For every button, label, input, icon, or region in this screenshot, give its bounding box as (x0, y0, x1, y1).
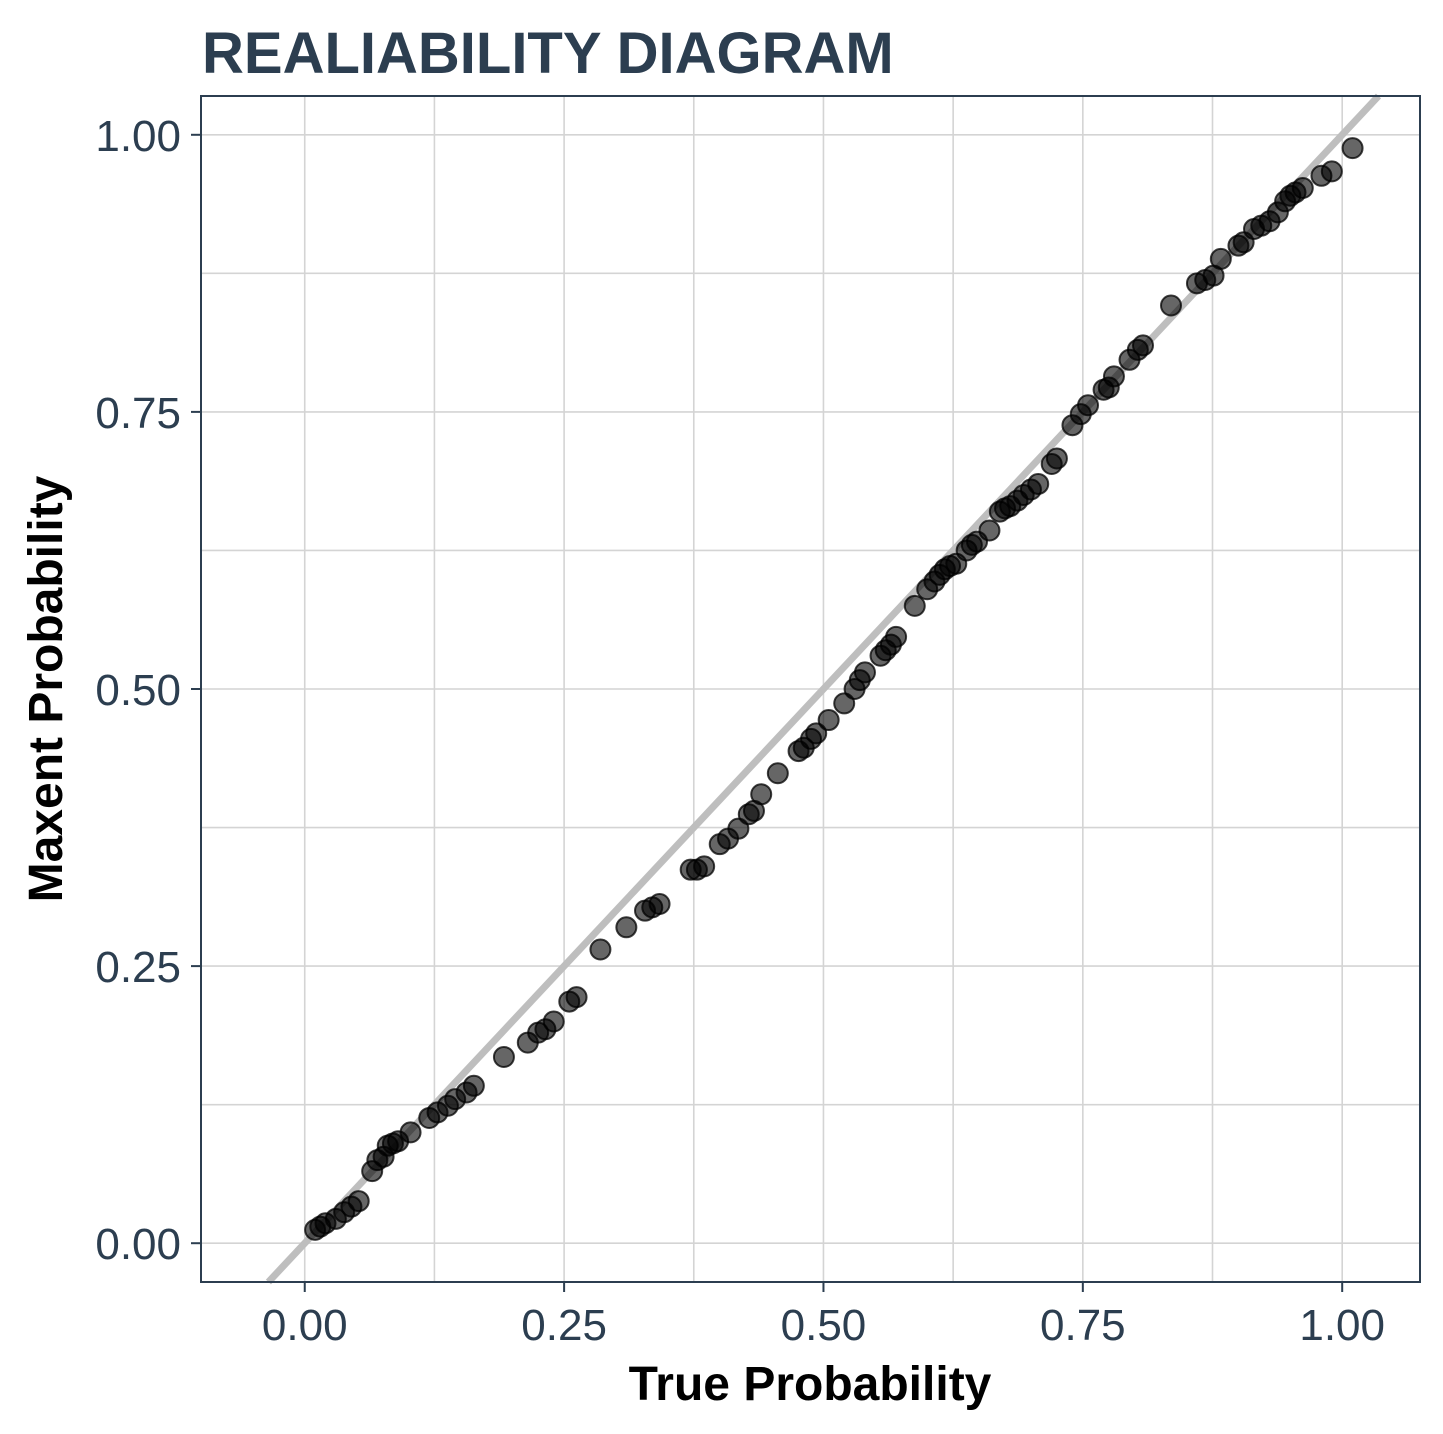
data-point (1045, 447, 1068, 470)
data-point (817, 709, 840, 732)
data-point (693, 855, 716, 878)
data-point (492, 1045, 515, 1068)
data-point (589, 938, 612, 961)
data-point (1132, 334, 1155, 357)
data-point (750, 783, 773, 806)
x-tick-label: 1.00 (1299, 1301, 1385, 1350)
data-point (766, 762, 789, 785)
x-tick-label: 0.75 (1040, 1301, 1126, 1350)
y-axis-title: Maxent Probability (20, 475, 73, 902)
x-tick-label: 0.50 (781, 1301, 867, 1350)
data-point (1291, 176, 1314, 199)
data-point (1160, 294, 1183, 317)
data-point (1027, 472, 1050, 495)
y-tick-label: 0.75 (95, 389, 181, 438)
y-tick-label: 1.00 (95, 112, 181, 161)
data-point (805, 722, 828, 745)
y-tick-label: 0.25 (95, 943, 181, 992)
y-tick-label: 0.00 (95, 1220, 181, 1269)
data-point (1077, 394, 1100, 417)
chart-title: REALIABILITY DIAGRAM (202, 21, 894, 86)
data-point (615, 916, 638, 939)
data-point (885, 625, 908, 648)
data-point (347, 1190, 370, 1213)
data-point (1102, 365, 1125, 388)
data-point (903, 594, 926, 617)
x-axis-ticks: 0.00 0.25 0.50 0.75 1.00 (262, 1282, 1385, 1350)
y-tick-label: 0.50 (95, 666, 181, 715)
data-point (853, 661, 876, 684)
x-axis-title: True Probability (629, 1358, 992, 1411)
x-tick-label: 0.00 (262, 1301, 348, 1350)
data-point (1341, 137, 1364, 160)
data-point (648, 893, 671, 916)
y-axis-ticks: 0.00 0.25 0.50 0.75 1.00 (95, 112, 201, 1269)
data-point (1209, 247, 1232, 270)
data-point (542, 1010, 565, 1033)
grid-lines (201, 96, 1420, 1282)
data-point (978, 519, 1001, 542)
data-point (399, 1121, 422, 1144)
data-point (1320, 160, 1343, 183)
data-point (462, 1074, 485, 1097)
data-point (565, 986, 588, 1009)
x-tick-label: 0.25 (521, 1301, 607, 1350)
scatter-points (304, 137, 1364, 1241)
